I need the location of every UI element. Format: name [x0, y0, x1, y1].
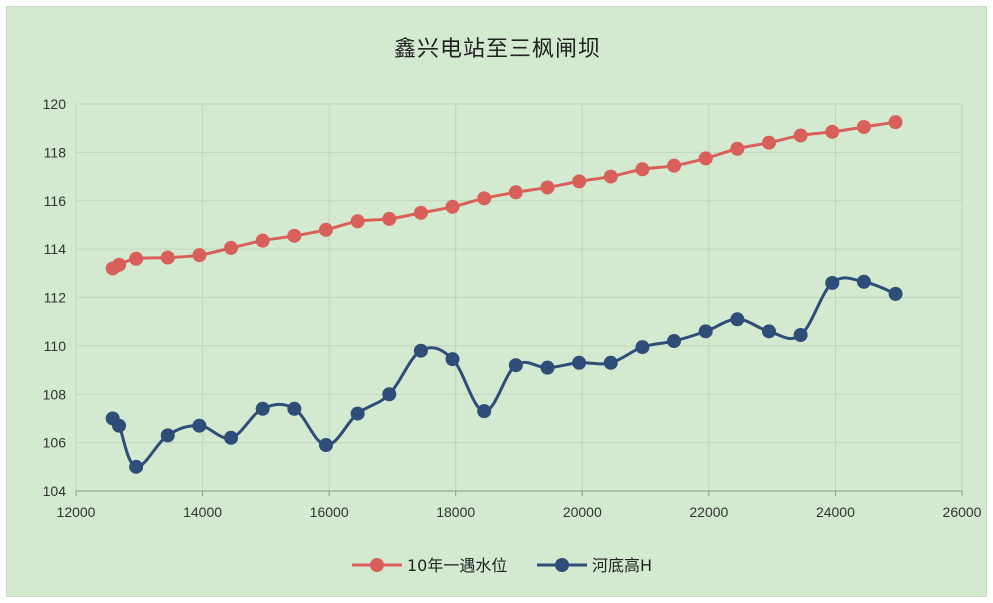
chart-area: 鑫兴电站至三枫闸坝 104 106 108 110 112 114 116 118 120 120…	[6, 6, 987, 597]
data-point-series-1	[413, 205, 428, 220]
data-point-series-1	[635, 162, 650, 177]
data-point-series-2	[192, 418, 207, 433]
line-chart: 104 106 108 110 112 114 116 118 120 12000 14000 160…	[43, 96, 982, 575]
y-tick-label: 114	[44, 241, 67, 257]
x-tick-label: 12000	[57, 504, 96, 520]
data-point-series-1	[160, 250, 175, 265]
data-point-series-2	[856, 274, 871, 289]
data-point-series-1	[382, 211, 397, 226]
y-tick-label: 112	[44, 290, 67, 306]
data-point-series-1	[224, 240, 239, 255]
data-point-series-2	[382, 387, 397, 402]
data-point-series-2	[540, 360, 555, 375]
data-point-series-2	[287, 401, 302, 416]
data-point-series-1	[445, 199, 460, 214]
x-tick-label: 22000	[689, 504, 728, 520]
legend-swatch-marker	[370, 558, 384, 572]
data-point-series-2	[698, 324, 713, 339]
data-point-series-2	[635, 340, 650, 355]
x-tick-label: 16000	[310, 504, 349, 520]
data-point-series-1	[192, 248, 207, 263]
data-point-series-1	[129, 251, 144, 266]
x-tick-label: 26000	[943, 504, 982, 520]
data-point-series-1	[477, 191, 492, 206]
data-point-series-1	[761, 135, 776, 150]
x-tick-label: 24000	[816, 504, 855, 520]
data-point-series-1	[112, 257, 127, 272]
data-point-series-2	[224, 430, 239, 445]
x-tick-label: 20000	[563, 504, 602, 520]
data-point-series-2	[477, 404, 492, 419]
data-point-series-1	[287, 228, 302, 243]
y-tick-label: 120	[43, 96, 67, 112]
legend-label: 河底高H	[592, 556, 652, 575]
data-point-series-2	[350, 406, 365, 421]
data-point-series-2	[793, 327, 808, 342]
data-point-series-2	[888, 286, 903, 301]
y-tick-label: 118	[44, 144, 67, 160]
data-point-series-2	[761, 324, 776, 339]
data-point-series-1	[508, 185, 523, 200]
data-point-series-1	[350, 214, 365, 229]
data-point-series-2	[160, 428, 175, 443]
x-tick-label: 14000	[183, 504, 222, 520]
data-point-series-1	[698, 151, 713, 166]
data-point-series-2	[129, 459, 144, 474]
legend-label: 10年一遇水位	[407, 556, 507, 575]
legend-swatch-marker	[555, 558, 569, 572]
data-point-series-1	[856, 119, 871, 134]
x-tick-label: 18000	[436, 504, 475, 520]
data-point-series-1	[540, 180, 555, 195]
y-tick-label: 116	[44, 193, 67, 209]
data-point-series-1	[667, 158, 682, 173]
data-point-series-2	[730, 312, 745, 327]
y-tick-label: 104	[43, 483, 67, 499]
data-point-series-1	[825, 124, 840, 139]
data-point-series-2	[318, 438, 333, 453]
data-point-series-1	[603, 169, 618, 184]
data-point-series-1	[318, 222, 333, 237]
data-point-series-2	[112, 418, 127, 433]
y-tick-label: 108	[43, 386, 67, 402]
data-point-series-2	[413, 343, 428, 358]
data-point-series-1	[730, 141, 745, 156]
data-point-series-1	[888, 115, 903, 130]
data-point-series-2	[445, 352, 460, 367]
data-point-series-2	[572, 355, 587, 370]
data-point-series-2	[603, 355, 618, 370]
y-tick-label: 110	[44, 338, 67, 354]
data-point-series-2	[255, 401, 270, 416]
data-point-series-1	[793, 128, 808, 143]
data-point-series-2	[508, 358, 523, 373]
chart-title: 鑫兴电站至三枫闸坝	[393, 37, 601, 62]
data-point-series-1	[572, 174, 587, 189]
data-point-series-1	[255, 233, 270, 248]
data-point-series-2	[667, 334, 682, 349]
y-tick-label: 106	[43, 435, 67, 451]
data-point-series-2	[825, 275, 840, 290]
